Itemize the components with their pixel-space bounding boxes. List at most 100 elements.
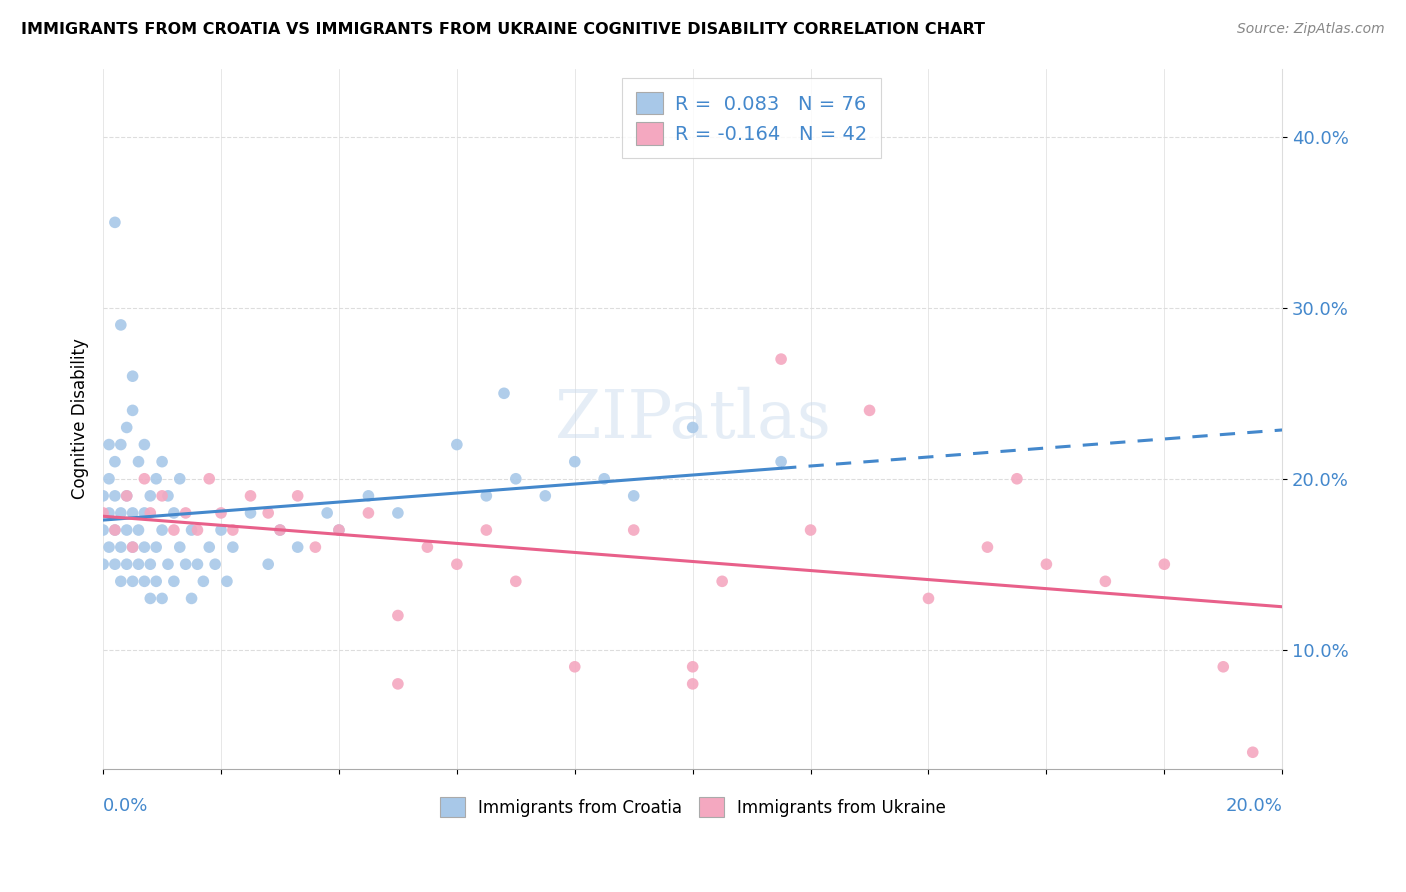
Point <box>770 352 793 367</box>
Point <box>104 523 127 537</box>
Point <box>98 540 121 554</box>
Point <box>1153 558 1175 572</box>
Point <box>564 660 586 674</box>
Point <box>446 558 468 572</box>
Point <box>121 369 143 384</box>
Point <box>1241 745 1264 759</box>
Point <box>186 558 208 572</box>
Y-axis label: Cognitive Disability: Cognitive Disability <box>72 338 89 500</box>
Point <box>139 489 162 503</box>
Point <box>104 523 127 537</box>
Point <box>316 506 339 520</box>
Point <box>682 677 704 691</box>
Point <box>209 523 232 537</box>
Point <box>257 506 280 520</box>
Point <box>139 591 162 606</box>
Point <box>475 489 498 503</box>
Point <box>180 523 202 537</box>
Point <box>98 472 121 486</box>
Point <box>156 558 179 572</box>
Point <box>304 540 326 554</box>
Point <box>121 574 143 589</box>
Legend: R =  0.083   N = 76, R = -0.164   N = 42: R = 0.083 N = 76, R = -0.164 N = 42 <box>623 78 880 158</box>
Point <box>115 489 138 503</box>
Point <box>134 472 156 486</box>
Point <box>169 472 191 486</box>
Point <box>134 437 156 451</box>
Text: IMMIGRANTS FROM CROATIA VS IMMIGRANTS FROM UKRAINE COGNITIVE DISABILITY CORRELAT: IMMIGRANTS FROM CROATIA VS IMMIGRANTS FR… <box>21 22 986 37</box>
Point <box>91 523 114 537</box>
Point <box>222 540 245 554</box>
Point <box>770 455 793 469</box>
Point <box>257 558 280 572</box>
Point <box>209 506 232 520</box>
Point <box>917 591 939 606</box>
Point <box>186 523 208 537</box>
Point <box>104 215 127 229</box>
Point <box>163 523 186 537</box>
Point <box>115 420 138 434</box>
Point <box>222 523 245 537</box>
Point <box>134 540 156 554</box>
Point <box>564 455 586 469</box>
Point <box>121 403 143 417</box>
Point <box>198 472 221 486</box>
Point <box>492 386 515 401</box>
Point <box>387 608 409 623</box>
Point <box>239 489 262 503</box>
Point <box>145 540 167 554</box>
Point <box>115 523 138 537</box>
Point <box>1005 472 1028 486</box>
Point <box>128 523 150 537</box>
Point <box>174 558 197 572</box>
Point <box>328 523 350 537</box>
Point <box>623 489 645 503</box>
Point <box>534 489 557 503</box>
Point <box>128 558 150 572</box>
Point <box>357 506 380 520</box>
Point <box>858 403 880 417</box>
Point <box>800 523 823 537</box>
Point <box>593 472 616 486</box>
Point <box>169 540 191 554</box>
Point <box>110 318 132 332</box>
Point <box>150 523 173 537</box>
Point <box>98 437 121 451</box>
Point <box>387 677 409 691</box>
Point <box>711 574 734 589</box>
Point <box>1035 558 1057 572</box>
Point <box>145 472 167 486</box>
Point <box>505 472 527 486</box>
Point <box>215 574 238 589</box>
Point <box>110 437 132 451</box>
Point <box>682 660 704 674</box>
Point <box>121 540 143 554</box>
Point <box>121 540 143 554</box>
Point <box>623 523 645 537</box>
Point <box>104 558 127 572</box>
Point <box>269 523 291 537</box>
Point <box>180 591 202 606</box>
Point <box>98 506 121 520</box>
Point <box>115 558 138 572</box>
Point <box>110 540 132 554</box>
Point <box>174 506 197 520</box>
Point <box>287 540 309 554</box>
Point <box>505 574 527 589</box>
Point <box>287 489 309 503</box>
Point <box>475 523 498 537</box>
Point <box>91 558 114 572</box>
Point <box>128 455 150 469</box>
Point <box>387 506 409 520</box>
Point <box>139 506 162 520</box>
Point <box>145 574 167 589</box>
Point <box>198 540 221 554</box>
Point <box>1094 574 1116 589</box>
Point <box>328 523 350 537</box>
Point <box>121 506 143 520</box>
Point <box>357 489 380 503</box>
Point <box>682 420 704 434</box>
Point <box>104 455 127 469</box>
Point <box>204 558 226 572</box>
Point <box>150 591 173 606</box>
